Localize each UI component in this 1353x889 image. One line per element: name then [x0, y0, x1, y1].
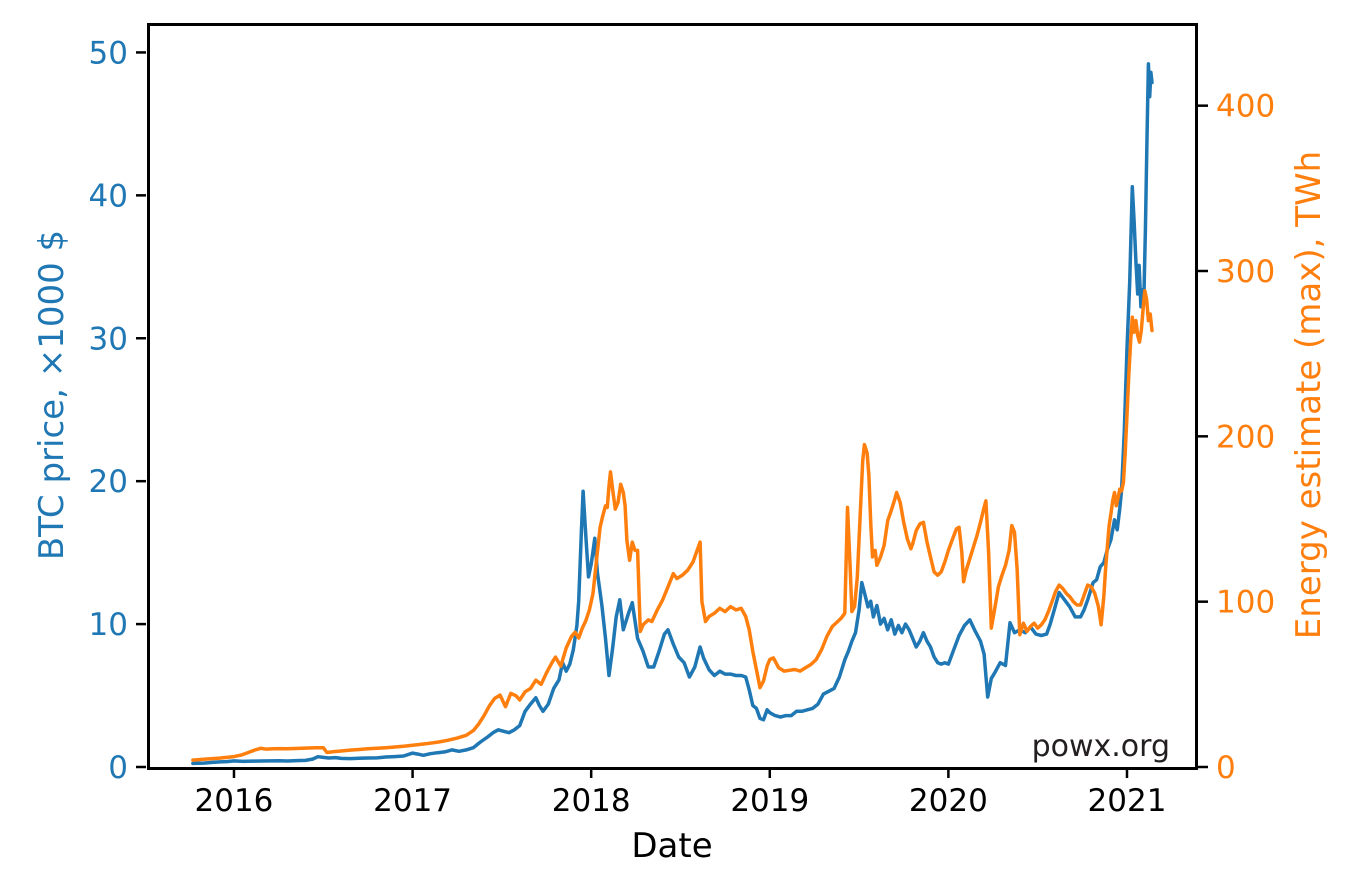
plot-border [147, 23, 1198, 770]
left-y-tick-label: 0 [108, 750, 128, 786]
left-y-tick-label: 30 [89, 321, 128, 357]
right-y-tick-label: 0 [1216, 750, 1236, 786]
left-y-tick-label: 50 [89, 35, 128, 71]
x-tick-label: 2020 [909, 783, 988, 819]
x-tick-label: 2018 [552, 783, 631, 819]
energy-estimate-line [191, 289, 1154, 762]
x-tick-label: 2021 [1088, 783, 1167, 819]
right-y-tick-label: 200 [1216, 419, 1275, 455]
series-group [191, 62, 1154, 766]
right-y-axis-label: Energy estimate (max), TWh [1289, 151, 1329, 639]
left-y-axis-label: BTC price, ×1000 $ [32, 230, 72, 560]
right-y-tick-label: 300 [1216, 254, 1275, 290]
x-tick-label: 2016 [195, 783, 274, 819]
right-y-tick-label: 100 [1216, 585, 1275, 621]
left-y-tick-label: 20 [89, 464, 128, 500]
right-y-tick-label: 400 [1216, 89, 1275, 125]
left-y-tick-label: 40 [89, 178, 128, 214]
left-y-tick-label: 10 [89, 607, 128, 643]
btc-price-line [191, 62, 1154, 766]
watermark: powx.org [1032, 729, 1170, 764]
ticks-group [136, 51, 1208, 778]
x-tick-label: 2019 [730, 783, 809, 819]
x-axis-label: Date [631, 826, 712, 866]
tick-labels-group: 2016 2017 2018 2019 2020 2021 0 10 20 30 40 50 0 100 2… [89, 35, 1276, 819]
x-tick-label: 2017 [373, 783, 452, 819]
